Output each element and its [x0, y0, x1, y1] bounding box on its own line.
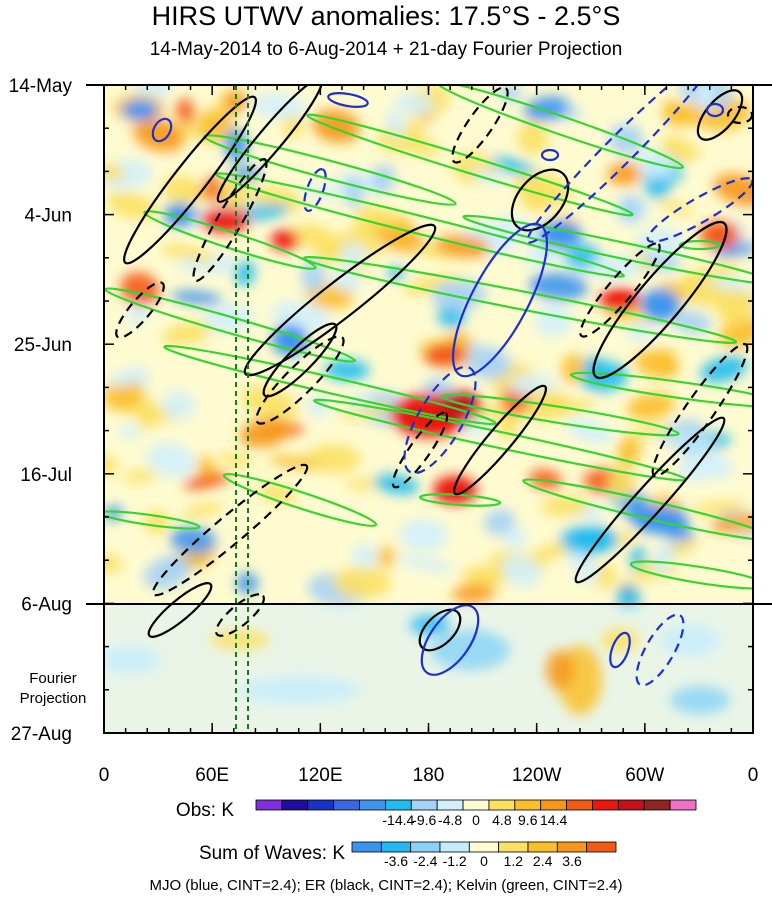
- x-tick-label: 60W: [625, 765, 664, 786]
- obs-colorbar-swatch: [436, 799, 464, 811]
- waves-colorbar-swatch: [439, 841, 470, 853]
- obs-colorbar-swatch: [462, 799, 490, 811]
- waves-colorbar-swatch: [468, 841, 500, 853]
- obs-colorbar-label: Obs: K: [175, 800, 234, 821]
- y-tick-label: 16-Jul: [20, 465, 72, 486]
- x-axis: 0 60E 120E 180 120W 60W 0: [99, 765, 759, 786]
- y-axis: 14-May 4-Jun 25-Jun 16-Jul 6-Aug 27-Aug: [9, 76, 73, 745]
- obs-colorbar-tick-label: 9.6: [518, 812, 538, 828]
- waves-colorbar-swatch: [498, 841, 529, 853]
- waves-colorbar-swatch: [556, 841, 588, 853]
- obs-colorbar-tick-label: 14.4: [540, 812, 567, 828]
- x-tick-label: 0: [748, 765, 759, 786]
- y-tick-label: 14-May: [9, 76, 73, 97]
- waves-colorbar-tick-label: -1.2: [443, 853, 467, 869]
- mjo-contours: [151, 85, 753, 687]
- obs-colorbar-tick-label: 0: [472, 812, 480, 828]
- heatmap-field: [104, 85, 753, 733]
- page-title: HIRS UTWV anomalies: 17.5°S - 2.5°S: [151, 1, 621, 31]
- obs-colorbar: -14.4-9.6 -4.8 0 4.8 9.6 14.4: [255, 799, 697, 828]
- waves-colorbar-tick-label: -3.6: [384, 853, 408, 869]
- projection-label: Fourier Projection: [8, 669, 98, 709]
- obs-colorbar-swatch: [617, 799, 645, 811]
- projection-label-line: Projection: [19, 690, 87, 707]
- projection-label-line: Fourier: [29, 670, 77, 687]
- x-tick-label: 180: [413, 765, 445, 786]
- x-tick-label: 120W: [512, 765, 562, 786]
- obs-colorbar-swatch: [333, 799, 360, 811]
- waves-colorbar-tick-label: 3.6: [562, 853, 582, 869]
- obs-colorbar-swatch: [592, 799, 619, 811]
- obs-colorbar-swatch: [566, 799, 593, 811]
- obs-colorbar-tick-label: -14.4: [382, 812, 414, 828]
- y-tick-label: 6-Aug: [21, 594, 72, 615]
- waves-colorbar-swatch: [527, 841, 558, 853]
- obs-colorbar-tick-label: -4.8: [438, 812, 462, 828]
- obs-colorbar-tick-label: -9.6: [412, 812, 436, 828]
- waves-colorbar-label: Sum of Waves: K: [198, 843, 345, 864]
- page-subtitle: 14-May-2014 to 6-Aug-2014 + 21-day Fouri…: [149, 39, 623, 60]
- obs-colorbar-swatch: [255, 799, 283, 811]
- obs-colorbar-swatch: [307, 799, 335, 811]
- er-contours: [115, 85, 753, 652]
- obs-colorbar-swatch: [410, 799, 438, 811]
- obs-colorbar-swatch: [540, 799, 567, 811]
- obs-colorbar-swatch: [385, 799, 412, 811]
- waves-colorbar-tick-label: 0: [480, 853, 488, 869]
- y-tick-label: 27-Aug: [11, 724, 72, 745]
- waves-colorbar-swatch: [351, 841, 382, 853]
- waves-colorbar: -3.6 -2.4 -1.2 0 1.2 2.4 3.6: [351, 841, 617, 869]
- legend-footnote: MJO (blue, CINT=2.4); ER (black, CINT=2.…: [149, 877, 623, 894]
- waves-colorbar-tick-label: -2.4: [413, 853, 437, 869]
- x-tick-label: 120E: [298, 765, 342, 786]
- x-tick-label: 60E: [195, 765, 229, 786]
- waves-colorbar-tick-label: 1.2: [504, 853, 524, 869]
- y-tick-label: 25-Jun: [14, 335, 72, 356]
- waves-colorbar-tick-label: 2.4: [533, 853, 553, 869]
- x-tick-label: 0: [99, 765, 110, 786]
- obs-colorbar-swatch: [643, 799, 671, 811]
- waves-colorbar-swatch: [586, 841, 617, 853]
- obs-colorbar-swatch: [488, 799, 516, 811]
- wave-contours: [104, 85, 753, 687]
- obs-colorbar-tick-label: 4.8: [492, 812, 512, 828]
- y-tick-label: 4-Jun: [24, 206, 72, 227]
- obs-colorbar-swatch: [514, 799, 542, 811]
- obs-colorbar-swatch: [281, 799, 309, 811]
- waves-colorbar-swatch: [410, 841, 441, 853]
- obs-colorbar-swatch: [359, 799, 386, 811]
- obs-colorbar-swatch: [669, 799, 697, 811]
- waves-colorbar-swatch: [380, 841, 412, 853]
